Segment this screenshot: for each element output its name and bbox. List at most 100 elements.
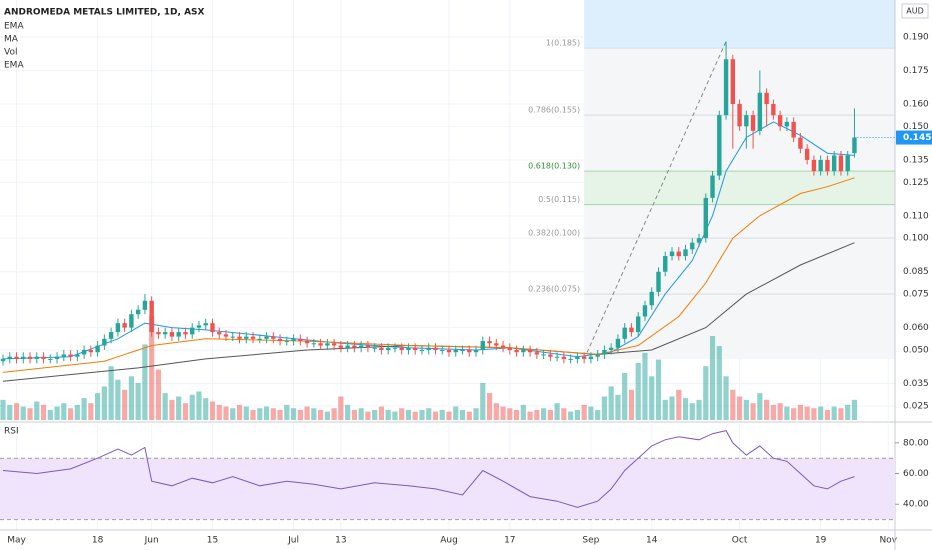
x-tick-label: Aug xyxy=(440,536,458,546)
last-price-tag xyxy=(896,130,932,145)
candle-body xyxy=(852,137,857,154)
fib-zone xyxy=(584,238,895,295)
candle-body xyxy=(771,103,776,116)
volume-bar xyxy=(290,408,297,420)
candle-body xyxy=(34,356,39,359)
volume-bar xyxy=(243,406,249,420)
volume-bar xyxy=(568,411,574,420)
volume-bar xyxy=(81,398,87,420)
y-tick-label: 0.160 xyxy=(903,99,929,109)
candle-body xyxy=(838,155,844,172)
candle-body xyxy=(88,350,94,353)
candle-body xyxy=(385,347,391,350)
currency-box xyxy=(901,3,929,19)
candle-body xyxy=(683,249,688,257)
volume-bar xyxy=(263,406,270,420)
fib-label: 1(0.185) xyxy=(546,39,580,48)
candle-body xyxy=(777,115,783,127)
candle-body xyxy=(250,336,256,339)
x-tick-label: 18 xyxy=(92,536,104,546)
volume-bar xyxy=(230,408,236,420)
candle-body xyxy=(244,336,249,339)
candle-body xyxy=(0,358,6,362)
candle-body xyxy=(108,332,114,339)
volume-bar xyxy=(358,408,364,420)
candle-body xyxy=(473,350,479,353)
volume-bar xyxy=(67,408,74,420)
candle-body xyxy=(149,300,154,333)
volume-bar xyxy=(372,409,378,420)
candle-body xyxy=(818,159,823,172)
volume-bar xyxy=(534,409,540,420)
volume-bar xyxy=(588,406,594,420)
currency-label: AUD xyxy=(906,7,924,16)
volume-bar xyxy=(270,408,276,420)
candle-body xyxy=(68,354,73,357)
candle-body xyxy=(14,356,19,359)
candle-body xyxy=(487,341,492,344)
last-price-label: 0.145 xyxy=(903,133,931,143)
volume-bar xyxy=(757,393,763,420)
candle-body xyxy=(744,115,749,127)
candle-body xyxy=(358,345,364,348)
volume-bar xyxy=(7,404,13,420)
candle-body xyxy=(845,155,850,172)
candle-body xyxy=(636,316,641,333)
candle-body xyxy=(784,121,790,127)
y-tick-label: 0.035 xyxy=(903,379,929,389)
candle-body xyxy=(318,343,323,346)
candle-body xyxy=(331,343,337,346)
volume-bar xyxy=(797,404,803,420)
candle-body xyxy=(284,341,290,343)
volume-bar xyxy=(635,362,641,420)
volume-bar xyxy=(777,403,783,420)
candle-body xyxy=(615,338,621,348)
volume-bar xyxy=(662,399,668,420)
candle-body xyxy=(480,341,485,350)
candle-body xyxy=(21,356,26,359)
candle-body xyxy=(372,347,377,349)
candle-body xyxy=(75,354,80,357)
candle-body xyxy=(500,345,506,348)
volume-bar xyxy=(54,406,60,420)
candle-body xyxy=(798,137,803,149)
candle-body xyxy=(95,345,100,353)
volume-bar xyxy=(818,406,824,420)
candle-body xyxy=(723,59,729,116)
y-tick-label: 0.075 xyxy=(903,290,929,300)
candle-body xyxy=(264,336,269,339)
candle-body xyxy=(460,350,465,351)
volume-bar xyxy=(432,411,439,420)
candle-body xyxy=(399,347,404,350)
candle-body xyxy=(311,343,317,345)
volume-bar xyxy=(203,398,209,420)
volume-bar xyxy=(622,372,628,420)
candle-body xyxy=(656,271,661,292)
candle-body xyxy=(602,350,607,355)
candle-body xyxy=(750,115,756,131)
volume-bar xyxy=(649,376,655,420)
volume-bar xyxy=(520,404,526,420)
candle-body xyxy=(162,332,168,335)
candle-body xyxy=(669,251,675,257)
candle-body xyxy=(352,345,357,348)
x-tick-label: Sep xyxy=(582,536,599,546)
candle-body xyxy=(737,103,742,127)
candle-body xyxy=(190,327,195,335)
volume-bar xyxy=(831,406,837,420)
x-tick-label: 13 xyxy=(335,536,346,546)
x-tick-label: Nov xyxy=(879,536,897,546)
fib-label: 0.5(0.115) xyxy=(538,195,580,204)
candle-body xyxy=(825,159,830,172)
volume-bar xyxy=(419,409,425,420)
volume-bar xyxy=(324,411,330,420)
volume-bar xyxy=(236,404,243,420)
volume-bar xyxy=(216,404,222,420)
fib-label: 0.382(0.100) xyxy=(528,229,580,238)
candle-body xyxy=(406,347,411,350)
x-tick-label: Jun xyxy=(144,536,159,546)
candle-body xyxy=(548,354,553,357)
candle-body xyxy=(608,347,614,350)
candle-body xyxy=(703,197,708,239)
volume-bar xyxy=(176,396,182,420)
